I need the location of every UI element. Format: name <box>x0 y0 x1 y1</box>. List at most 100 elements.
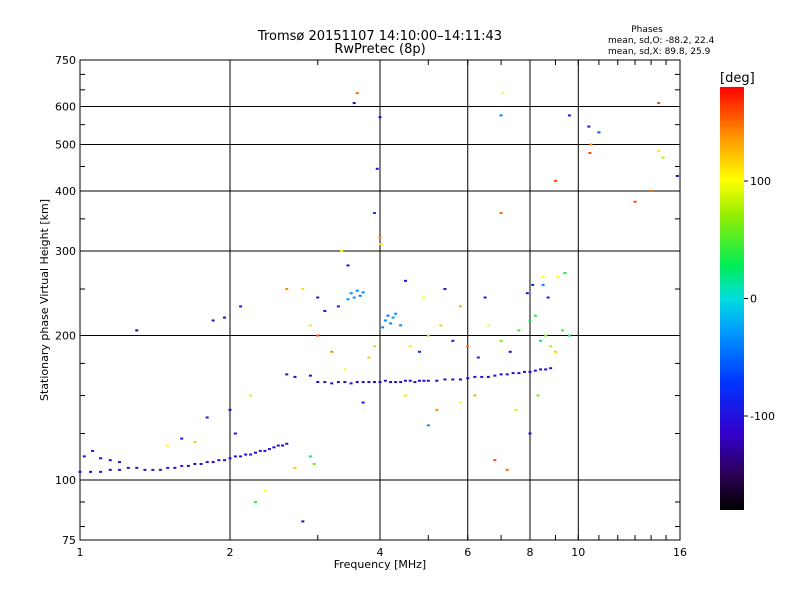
data-point <box>422 379 426 382</box>
data-point <box>544 334 548 337</box>
data-point <box>389 322 393 325</box>
data-point <box>126 466 130 469</box>
data-point <box>253 500 257 503</box>
data-point <box>378 116 382 119</box>
data-point <box>349 292 353 295</box>
data-point <box>528 319 532 322</box>
data-point <box>336 305 340 308</box>
y-tick-label: 400 <box>55 185 76 198</box>
data-point <box>180 464 184 467</box>
data-point <box>211 461 215 464</box>
data-point <box>373 381 377 384</box>
data-point <box>151 468 155 471</box>
data-point <box>541 275 545 278</box>
stats-line-o: mean, sd,O: -88.2, 22.4 <box>608 36 715 46</box>
data-point <box>549 367 553 370</box>
data-point <box>426 379 430 382</box>
x-axis-ticks: 1 2 4 6 8 10 16 <box>77 60 687 559</box>
y-tick-label: 750 <box>55 54 76 67</box>
data-point <box>249 394 253 397</box>
data-point <box>301 288 305 291</box>
data-point <box>413 381 417 384</box>
data-point <box>330 350 334 353</box>
data-point <box>367 356 371 359</box>
data-point <box>408 379 412 382</box>
data-point <box>233 432 237 435</box>
x-axis-label: Frequency [MHz] <box>334 558 426 571</box>
x-tick-label: 1 <box>77 546 84 559</box>
data-point <box>355 381 359 384</box>
data-point <box>417 350 421 353</box>
data-point <box>493 459 497 462</box>
data-point <box>391 316 395 319</box>
data-point <box>361 381 365 384</box>
data-point <box>355 289 359 292</box>
data-point <box>486 375 490 378</box>
data-point <box>258 449 262 452</box>
data-point <box>239 305 243 308</box>
colorbar-ticks: 100 0 -100 <box>744 175 775 423</box>
data-point <box>239 455 243 458</box>
data-point <box>508 350 512 353</box>
data-point <box>135 329 139 332</box>
data-point <box>589 143 593 146</box>
data-point <box>193 462 197 465</box>
data-point <box>375 167 379 170</box>
data-point <box>588 152 592 155</box>
data-point <box>316 381 320 384</box>
data-point <box>466 345 470 348</box>
data-point <box>285 288 289 291</box>
data-point <box>541 283 545 286</box>
data-point <box>205 461 209 464</box>
data-point <box>367 381 371 384</box>
data-point <box>657 102 661 105</box>
data-point <box>514 408 518 411</box>
data-point <box>439 324 443 327</box>
data-point <box>108 468 112 471</box>
data-point <box>117 461 121 464</box>
data-point <box>422 296 426 299</box>
data-point <box>435 408 439 411</box>
data-point <box>394 312 398 315</box>
data-point <box>539 339 543 342</box>
data-point <box>426 334 430 337</box>
data-point <box>223 316 227 319</box>
data-point <box>253 451 257 454</box>
data-point <box>217 459 221 462</box>
data-point <box>346 264 350 267</box>
data-point <box>499 114 503 117</box>
data-point <box>308 324 312 327</box>
y-tick-label: 500 <box>55 139 76 152</box>
data-point <box>587 125 591 128</box>
x-tick-label: 10 <box>571 546 585 559</box>
data-point <box>661 156 665 159</box>
data-point <box>263 449 267 452</box>
data-point <box>117 468 121 471</box>
data-point <box>517 372 521 375</box>
data-point <box>458 401 462 404</box>
data-point <box>193 441 197 444</box>
data-point <box>451 339 455 342</box>
data-point <box>403 279 407 282</box>
data-point <box>91 449 95 452</box>
data-point <box>267 448 271 451</box>
data-point <box>336 381 340 384</box>
colorbar-tick-label: 0 <box>750 293 757 306</box>
data-point <box>505 468 509 471</box>
data-point <box>346 298 350 301</box>
data-point <box>466 377 470 380</box>
data-point <box>501 92 505 95</box>
y-tick-label: 200 <box>55 330 76 343</box>
data-point <box>567 334 571 337</box>
data-point <box>563 271 567 274</box>
data-point <box>244 453 248 456</box>
data-point <box>417 379 421 382</box>
data-point <box>352 296 356 299</box>
data-point <box>480 375 484 378</box>
data-point <box>523 370 527 373</box>
data-point <box>323 381 327 384</box>
data-point <box>675 174 679 177</box>
y-axis-ticks: 75 100 200 300 400 500 600 750 <box>55 54 680 547</box>
data-point <box>473 394 477 397</box>
data-point <box>285 373 289 376</box>
